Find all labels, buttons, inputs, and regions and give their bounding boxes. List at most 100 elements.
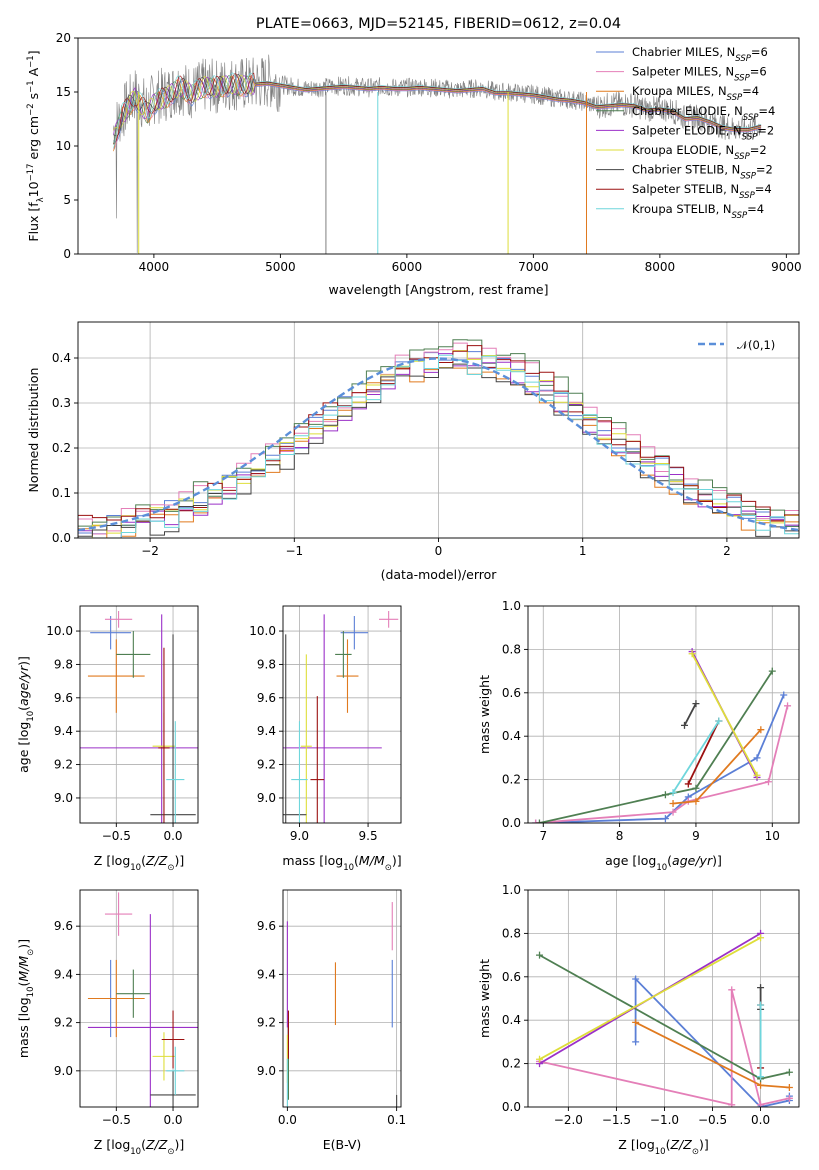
x-axis-label: wavelength [Angstrom, rest frame] <box>328 282 548 297</box>
series-line <box>683 703 697 726</box>
x-axis-label: E(B-V) <box>323 1137 362 1152</box>
series-marker <box>536 1055 544 1063</box>
y-tick-label: 9.6 <box>257 691 276 705</box>
series-marker <box>688 650 696 658</box>
y-tick-label: 9.4 <box>54 967 73 981</box>
y-tick-label: 0.6 <box>502 686 521 700</box>
errorbar-kroupa-elodie <box>152 1032 176 1081</box>
histogram-kroupa-stelib <box>78 354 799 538</box>
legend-entry: Salpeter MILES, NSSP=6 <box>632 65 767 84</box>
x-tick-label: −1.5 <box>602 1113 631 1127</box>
y-tick-label: 9.0 <box>54 1064 73 1078</box>
y-tick-label: 9.6 <box>54 919 73 933</box>
errorbar-kroupa-stelib <box>291 721 308 823</box>
series-kroupa-miles <box>632 1018 793 1091</box>
axes-frame <box>77 321 800 539</box>
y-tick-label: 5 <box>63 193 71 207</box>
series-marker <box>632 1038 640 1046</box>
series-marker <box>692 700 700 708</box>
x-tick-label: 4000 <box>139 260 170 274</box>
x-tick-label: 8000 <box>645 260 676 274</box>
y-axis-label: mass [log10(M/M⊙)] <box>16 939 36 1058</box>
series-marker <box>757 726 765 734</box>
y-axis-label: Flux [fλ10−17 erg cm−2 s−1 A−1] <box>26 50 46 241</box>
legend-entry: Kroupa ELODIE, NSSP=2 <box>632 143 767 162</box>
legend: 𝒩(0,1) <box>698 338 775 352</box>
series-marker <box>768 667 776 675</box>
series-marker <box>669 808 677 816</box>
y-axis-label: mass weight <box>477 675 492 754</box>
model-spectrum-line <box>113 74 762 137</box>
axes-frame <box>77 37 800 255</box>
x-tick-label: 9 <box>692 829 700 843</box>
y-tick-label: 0.6 <box>502 970 521 984</box>
y-tick-label: 0.4 <box>502 1013 521 1027</box>
x-tick-label: −2 <box>141 544 159 558</box>
axes-frame <box>282 605 402 824</box>
y-tick-label: 9.4 <box>257 967 276 981</box>
histogram-chabrier-stelib <box>78 363 799 538</box>
series-marker <box>632 1018 640 1026</box>
series-marker <box>784 702 792 710</box>
series-kroupa-stelib <box>669 717 723 797</box>
axes-frame <box>79 605 199 824</box>
normal-curve <box>78 357 799 532</box>
errorbar-kroupa-stelib <box>166 1046 185 1095</box>
plot-area-mass-vs-Z <box>87 892 198 1107</box>
series-marker <box>757 1081 765 1089</box>
y-tick-label: 0.1 <box>52 486 71 500</box>
series-marker <box>753 754 761 762</box>
y-tick-label: 1.0 <box>502 599 521 613</box>
axes-frame <box>527 605 800 824</box>
x-tick-label: −1 <box>285 544 303 558</box>
plot-area-age-vs-Z <box>80 611 198 823</box>
x-tick-label: −2.0 <box>554 1113 583 1127</box>
y-tick-label: 0.3 <box>52 396 71 410</box>
x-tick-label: −0.5 <box>102 1113 131 1127</box>
series-marker <box>532 819 540 823</box>
x-tick-label: −1.0 <box>650 1113 679 1127</box>
y-tick-label: 10 <box>56 139 71 153</box>
legend-entry: Kroupa STELIB, NSSP=4 <box>632 202 764 221</box>
series-kroupa-elodie <box>536 934 765 1063</box>
y-axis-label: Normed distribution <box>26 368 41 493</box>
series-marker <box>785 1068 793 1076</box>
series-marker <box>692 784 700 792</box>
series-line <box>539 670 774 823</box>
series-marker <box>780 691 788 699</box>
errorbar-kroupa-elodie <box>300 654 312 823</box>
x-tick-label: 0.0 <box>163 1113 182 1127</box>
y-tick-label: 9.0 <box>257 1064 276 1078</box>
model-spectrum-line <box>113 72 762 144</box>
errorbar-kroupa-stelib <box>166 721 185 823</box>
model-spectrum-line <box>113 74 762 131</box>
model-spectrum-line <box>113 75 762 145</box>
errorbar-chabrier-miles <box>90 616 132 650</box>
x-axis-label: Z [log10(Z/Z⊙)] <box>618 1137 708 1157</box>
errorbar-kroupa-miles <box>87 959 145 1038</box>
series-salpeter-miles <box>532 702 792 823</box>
x-tick-label: 5000 <box>265 260 296 274</box>
y-tick-label: 0.8 <box>502 642 521 656</box>
errorbar-salpeter-stelib <box>158 647 170 823</box>
y-tick-label: 0.0 <box>502 1100 521 1114</box>
plot-area-residuals <box>78 339 799 538</box>
legend-entry: 𝒩(0,1) <box>737 338 775 352</box>
x-tick-label: 9000 <box>771 260 802 274</box>
chart-title: PLATE=0663, MJD=52145, FIBERID=0612, z=0… <box>256 16 621 32</box>
series-marker <box>757 1001 765 1009</box>
errorbar-salpeter-stelib <box>161 1010 185 1069</box>
errorbar-chabrier-elodie <box>116 631 151 678</box>
x-axis-label: age [log10(age/yr)] <box>605 853 722 873</box>
y-tick-label: 9.6 <box>54 691 73 705</box>
y-tick-label: 10.0 <box>249 624 276 638</box>
plot-area-spectrum <box>113 54 762 254</box>
y-tick-label: 0.4 <box>502 729 521 743</box>
series-marker <box>680 721 688 729</box>
errorbar-chabrier-miles <box>340 616 369 650</box>
series-marker <box>669 789 677 797</box>
axes-frame <box>527 889 800 1108</box>
x-axis-label: (data-model)/error <box>381 567 498 582</box>
errorbar-chabrier-elodie <box>335 631 352 678</box>
y-tick-label: 9.2 <box>54 758 73 772</box>
